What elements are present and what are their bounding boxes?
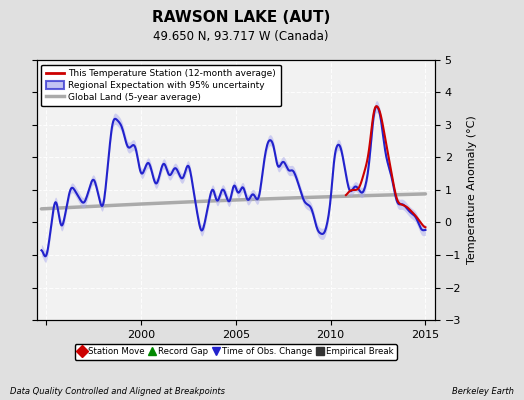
Text: Data Quality Controlled and Aligned at Breakpoints: Data Quality Controlled and Aligned at B… <box>10 387 225 396</box>
Y-axis label: Temperature Anomaly (°C): Temperature Anomaly (°C) <box>467 116 477 264</box>
Text: 49.650 N, 93.717 W (Canada): 49.650 N, 93.717 W (Canada) <box>154 30 329 43</box>
Legend: Station Move, Record Gap, Time of Obs. Change, Empirical Break: Station Move, Record Gap, Time of Obs. C… <box>74 344 397 360</box>
Text: RAWSON LAKE (AUT): RAWSON LAKE (AUT) <box>152 10 330 25</box>
Text: Berkeley Earth: Berkeley Earth <box>452 387 514 396</box>
Legend: This Temperature Station (12-month average), Regional Expectation with 95% uncer: This Temperature Station (12-month avera… <box>41 64 280 106</box>
